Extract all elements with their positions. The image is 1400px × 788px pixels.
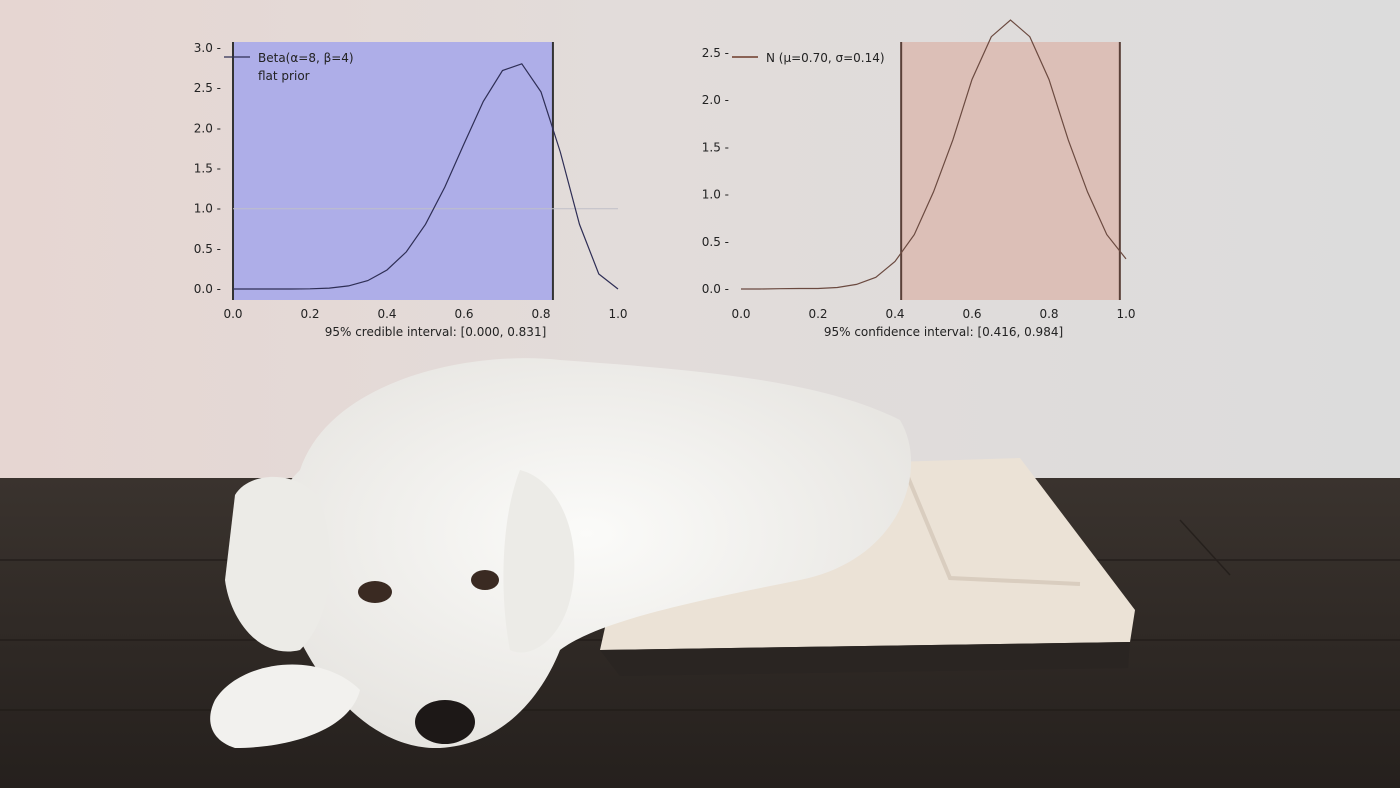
x-tick-label: 0.0 xyxy=(731,307,750,321)
confidence-interval-chart: 0.0 - 0.5 - 1.0 - 1.5 - 2.0 - 2.5 - 0.0 0.2 0.4… xyxy=(702,19,1136,339)
x-tick-label: 0.4 xyxy=(377,307,396,321)
y-tick-label: 1.0 - xyxy=(702,188,729,202)
y-tick-label: 0.0 - xyxy=(194,282,221,296)
credible-interval-shade xyxy=(233,42,553,300)
x-tick-label: 1.0 xyxy=(608,307,627,321)
y-tick-label: 2.0 - xyxy=(194,121,221,135)
x-tick-label: 0.8 xyxy=(1039,307,1058,321)
y-tick-label: 2.5 - xyxy=(702,46,729,60)
x-tick-label: 0.2 xyxy=(808,307,827,321)
x-tick-label: 0.6 xyxy=(962,307,981,321)
x-tick-label: 0.8 xyxy=(531,307,550,321)
dog xyxy=(210,358,912,749)
y-tick-label: 2.5 - xyxy=(194,81,221,95)
dog-bed-mat-seam xyxy=(903,469,1081,586)
chart-xlabel: 95% credible interval: [0.000, 0.831] xyxy=(325,325,547,339)
beta-density-line xyxy=(233,63,619,290)
y-tick-label: 2.0 - xyxy=(702,93,729,107)
y-tick-label: 0.5 - xyxy=(702,235,729,249)
legend-label-normal: N (μ=0.70, σ=0.14) xyxy=(766,51,885,65)
legend-label-flat-prior: flat prior xyxy=(258,69,310,83)
confidence-interval-shade xyxy=(901,42,1120,300)
chart-xlabel: 95% confidence interval: [0.416, 0.984] xyxy=(824,325,1063,339)
legend: N (μ=0.70, σ=0.14) xyxy=(732,51,885,65)
y-tick-label: 3.0 - xyxy=(194,41,221,55)
charts-layer: 0.0 -0.5 -1.0 -1.5 -2.0 -2.5 -3.0 - 0.0 0… xyxy=(194,19,1136,339)
x-tick-label: 0.6 xyxy=(454,307,473,321)
x-tick-label: 0.2 xyxy=(300,307,319,321)
y-tick-label: 0.5 - xyxy=(194,242,221,256)
x-tick-label: 1.0 xyxy=(1116,307,1135,321)
credible-interval-chart: 0.0 - 0.5 - 1.0 - 1.5 - 2.0 - 2.5 - 3.0 - 0.0 0… xyxy=(194,41,628,339)
x-tick-label: 0.0 xyxy=(223,307,242,321)
y-tick-label: 0.0 - xyxy=(702,282,729,296)
normal-density-line xyxy=(741,19,1127,290)
y-tick-label: 1.5 - xyxy=(702,140,729,154)
legend-label-beta: Beta(α=8, β=4) xyxy=(258,51,354,65)
legend: Beta(α=8, β=4) flat prior xyxy=(224,51,354,83)
x-tick-label: 0.4 xyxy=(885,307,904,321)
dog-bed-mat-edge xyxy=(600,642,1130,676)
y-tick-label: 1.0 - xyxy=(194,202,221,216)
y-tick-label: 1.5 - xyxy=(194,162,221,176)
